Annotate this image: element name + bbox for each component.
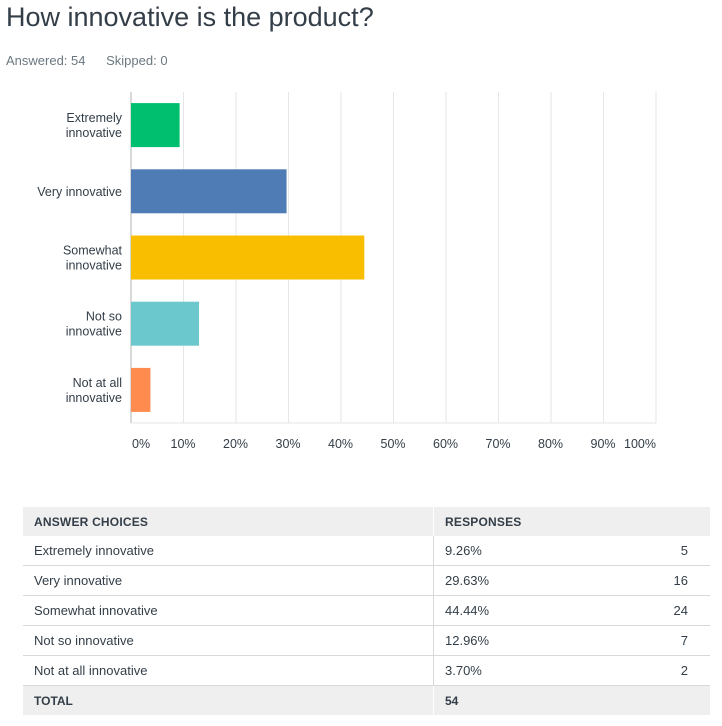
total-label: TOTAL [23, 685, 434, 715]
bar [131, 235, 365, 280]
x-tick-label: 100% [624, 437, 656, 451]
row-percent: 9.26% [433, 536, 576, 566]
x-tick-label: 50% [381, 437, 406, 451]
category-label: Extremely [66, 111, 122, 125]
bar [131, 301, 200, 346]
table-row: Not so innovative 12.96% 7 [23, 625, 710, 656]
total-value: 54 [433, 685, 710, 715]
response-summary: Answered: 54 Skipped: 0 [6, 53, 185, 68]
category-label: innovative [66, 126, 122, 140]
row-percent: 29.63% [433, 565, 576, 596]
x-tick-label: 40% [328, 437, 353, 451]
table-body: Extremely innovative 9.26% 5 Very innovativ… [23, 536, 710, 686]
bar-chart-svg: 0% 10% 20% 30% 40% 50% 60% 70% 80% 90% 100% Extreme… [37, 92, 657, 451]
category-label: Very innovative [37, 185, 122, 199]
x-tick-label: 20% [223, 437, 248, 451]
category-label: innovative [66, 391, 122, 405]
answered-count: Answered: 54 [6, 53, 86, 68]
row-choice: Somewhat innovative [23, 595, 434, 626]
bar [131, 103, 180, 148]
row-count: 2 [576, 655, 710, 686]
table-total-row: TOTAL 54 [23, 685, 710, 715]
category-label: Not so [86, 310, 122, 324]
x-tick-label: 10% [171, 437, 196, 451]
row-count: 16 [576, 565, 710, 596]
row-count: 24 [576, 595, 710, 626]
row-choice: Not at all innovative [23, 655, 434, 686]
row-choice: Extremely innovative [23, 536, 434, 566]
x-tick-label: 30% [276, 437, 301, 451]
table-row: Somewhat innovative 44.44% 24 [23, 595, 710, 626]
header-answer-choices: ANSWER CHOICES [23, 507, 434, 536]
x-tick-label: 70% [486, 437, 511, 451]
row-choice: Not so innovative [23, 625, 434, 656]
response-table: ANSWER CHOICES RESPONSES Extremely innov… [23, 507, 710, 715]
question-title: How innovative is the product? [6, 2, 374, 32]
x-tick-label: 0% [132, 437, 150, 451]
table-row: Extremely innovative 9.26% 5 [23, 536, 710, 566]
response-table-container: ANSWER CHOICES RESPONSES Extremely innov… [23, 507, 710, 715]
category-label: innovative [66, 259, 122, 273]
bar [131, 169, 287, 214]
row-percent: 3.70% [433, 655, 576, 686]
skipped-count: Skipped: 0 [106, 53, 168, 68]
header-responses: RESPONSES [433, 507, 710, 536]
row-count: 5 [576, 536, 710, 566]
x-tick-label: 80% [538, 437, 563, 451]
category-label: innovative [66, 325, 122, 339]
row-percent: 44.44% [433, 595, 576, 626]
x-tick-label: 60% [433, 437, 458, 451]
category-label: Not at all [73, 376, 122, 390]
table-row: Very innovative 29.63% 16 [23, 565, 710, 596]
table-header-row: ANSWER CHOICES RESPONSES [23, 507, 710, 536]
row-count: 7 [576, 625, 710, 656]
category-label: Somewhat [63, 244, 123, 258]
row-percent: 12.96% [433, 625, 576, 656]
bar [131, 367, 151, 412]
table-row: Not at all innovative 3.70% 2 [23, 655, 710, 686]
row-choice: Very innovative [23, 565, 434, 596]
bar-chart: 0% 10% 20% 30% 40% 50% 60% 70% 80% 90% 100% Extreme… [0, 84, 722, 464]
x-tick-label: 90% [591, 437, 616, 451]
